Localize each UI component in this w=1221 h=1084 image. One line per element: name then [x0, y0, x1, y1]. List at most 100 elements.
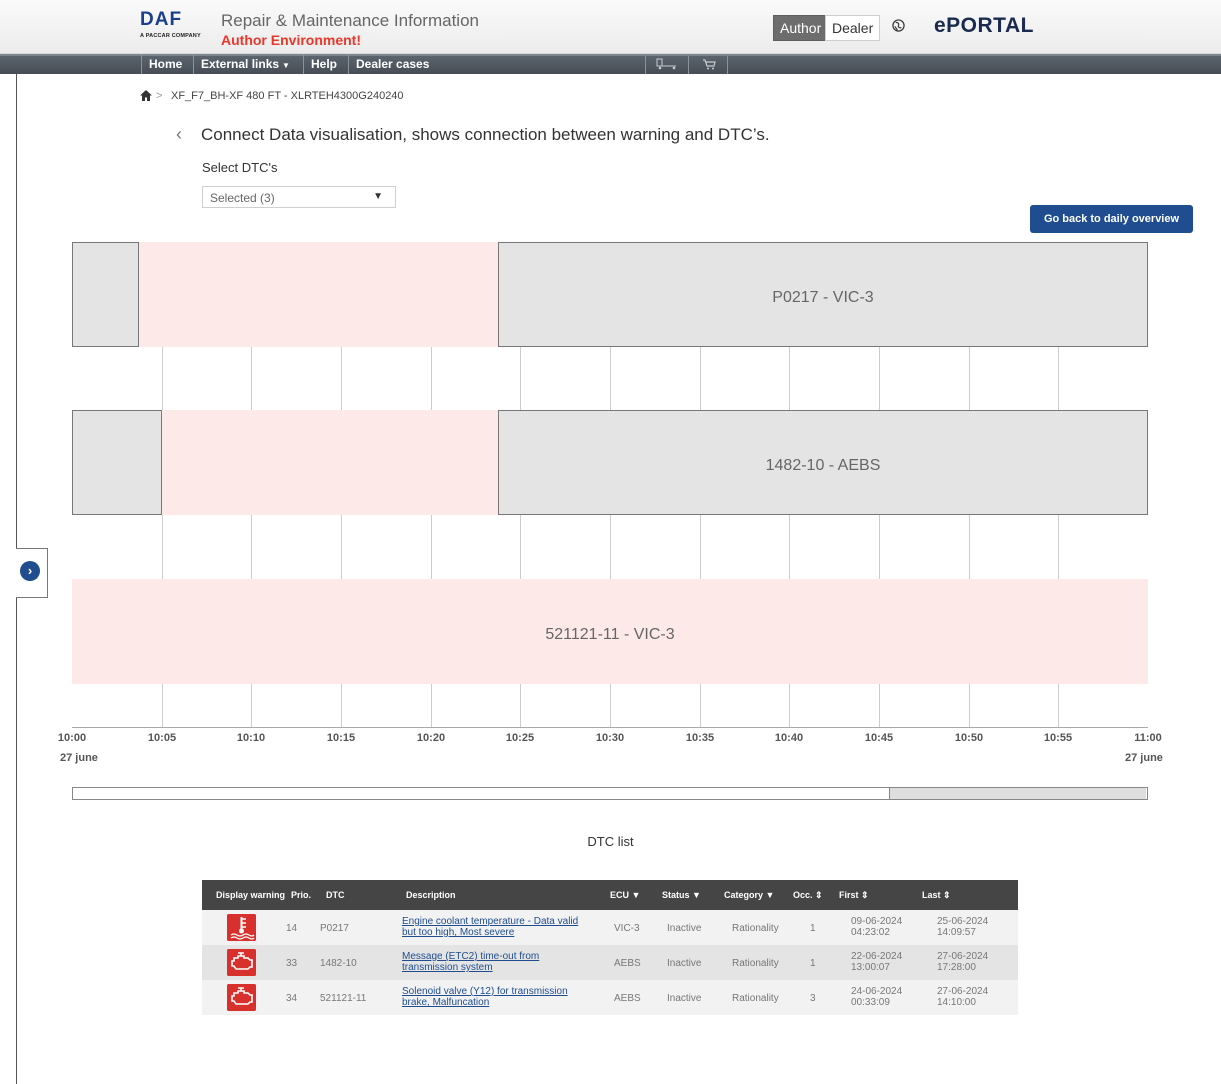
cell-first: 09-06-2024 04:23:02: [851, 916, 902, 938]
cell-dtc: P0217: [320, 923, 349, 934]
sort-down-icon: ▼: [631, 890, 641, 900]
col-status[interactable]: Status ▼: [662, 880, 701, 910]
cell-dtc: 521121-11: [320, 993, 367, 1004]
sort-down-icon: ▼: [692, 890, 701, 900]
nav-divider: [727, 56, 728, 74]
cell-first-date: 24-06-2024: [851, 986, 903, 997]
table-row[interactable]: 14 P0217 Engine coolant temperature - Da…: [202, 910, 1018, 945]
table-header: Display warning Prio. DTC Description EC…: [202, 880, 1018, 910]
select-dtc-label: Select DTC's: [202, 160, 278, 175]
time-tick-label: 10:55: [1043, 732, 1073, 744]
globe-icon[interactable]: [892, 19, 905, 32]
cell-description-link[interactable]: Engine coolant temperature - Data valid …: [402, 916, 579, 938]
truck-icon[interactable]: [656, 58, 678, 70]
nav-help[interactable]: Help: [303, 54, 344, 74]
timeline-scrollbar[interactable]: [72, 787, 1148, 800]
time-tick-label: 11:00: [1134, 732, 1162, 744]
engine-warning-icon: [227, 949, 256, 976]
col-status-label: Status: [662, 890, 690, 900]
time-tick-label: 10:25: [505, 732, 535, 744]
dtc-select[interactable]: Selected (3) ▼: [202, 186, 396, 208]
cell-description-link[interactable]: Message (ETC2) time-out from transmissio…: [402, 951, 540, 973]
col-category-label: Category: [724, 890, 764, 900]
col-last[interactable]: Last ⇕: [922, 880, 951, 910]
warning-active-period[interactable]: [162, 410, 498, 515]
timeline-scrollbar-thumb[interactable]: [889, 788, 1146, 799]
main-nav: [0, 54, 1221, 74]
dtc-active-period[interactable]: [498, 242, 1148, 347]
nav-external-links[interactable]: External links ▼: [193, 54, 297, 74]
back-chevron-icon[interactable]: ‹: [176, 124, 182, 144]
chevron-down-icon: ▼: [373, 191, 383, 202]
cell-status: Inactive: [667, 958, 702, 969]
table-row[interactable]: 33 1482-10 Message (ETC2) time-out from …: [202, 945, 1018, 980]
col-category[interactable]: Category ▼: [724, 880, 774, 910]
home-icon[interactable]: [140, 90, 152, 101]
dtc-active-period[interactable]: [498, 410, 1148, 515]
dtc-select-value: Selected (3): [210, 191, 275, 205]
nav-external-links-label: External links: [201, 57, 280, 71]
coolant-temperature-warning-icon: [227, 914, 256, 941]
breadcrumb-vehicle[interactable]: XF_F7_BH-XF 480 FT - XLRTEH4300G240240: [171, 90, 404, 102]
time-tick-label: 10:40: [774, 732, 804, 744]
cell-occ: 1: [810, 958, 816, 969]
time-tick-label: 10:35: [685, 732, 715, 744]
role-author-button[interactable]: Author: [773, 15, 829, 41]
cell-last: 27-06-2024 14:10:00: [937, 986, 988, 1008]
dtc-list-heading: DTC list: [587, 834, 634, 849]
col-ecu-label: ECU: [610, 890, 630, 900]
sort-down-icon: ▼: [765, 890, 775, 900]
table-row[interactable]: 34 521121-11 Solenoid valve (Y12) for tr…: [202, 980, 1018, 1015]
eportal-logo: ePORTAL: [934, 14, 1034, 37]
cell-first-time: 00:33:09: [851, 997, 890, 1008]
date-start-label: 27 june: [60, 752, 98, 764]
time-tick-label: 10:45: [864, 732, 894, 744]
cell-ecu: VIC-3: [614, 923, 640, 934]
nav-home[interactable]: Home: [141, 54, 189, 74]
col-prio: Prio.: [291, 890, 312, 900]
time-tick-label: 10:30: [595, 732, 625, 744]
col-first[interactable]: First ⇕: [839, 880, 869, 910]
warning-active-period[interactable]: [139, 242, 498, 347]
chevron-right-icon[interactable]: ›: [20, 561, 40, 581]
cell-category: Rationality: [732, 923, 779, 934]
logo-text: DAF: [140, 9, 183, 30]
cell-category: Rationality: [732, 958, 779, 969]
cell-ecu: AEBS: [614, 993, 641, 1004]
timeline-lane-label: 1482-10 - AEBS: [765, 457, 881, 474]
cell-status: Inactive: [667, 993, 702, 1004]
sort-updown-icon: ⇕: [943, 890, 951, 900]
col-description: Description: [406, 890, 456, 900]
app-title: Repair & Maintenance Information: [221, 11, 479, 30]
col-display-warning: Display warning: [216, 890, 286, 900]
nav-dealer-cases[interactable]: Dealer cases: [348, 54, 436, 74]
time-tick-label: 10:10: [236, 732, 266, 744]
cart-icon[interactable]: [702, 59, 716, 70]
dtc-active-period[interactable]: [72, 242, 139, 347]
cell-first-date: 22-06-2024: [851, 951, 903, 962]
time-tick-label: 10:05: [147, 732, 177, 744]
daf-logo[interactable]: DAF A PACCAR COMPANY: [140, 9, 204, 43]
col-first-label: First: [839, 890, 859, 900]
cell-dtc: 1482-10: [320, 958, 357, 969]
cell-description-link[interactable]: Solenoid valve (Y12) for transmission br…: [402, 986, 568, 1008]
dtc-active-period[interactable]: [72, 410, 162, 515]
cell-last-date: 25-06-2024: [937, 916, 989, 927]
role-dealer-button[interactable]: Dealer: [825, 15, 881, 41]
timeline-lane-label: P0217 - VIC-3: [772, 289, 874, 306]
engine-warning-icon: [227, 984, 256, 1011]
cell-first: 24-06-2024 00:33:09: [851, 986, 902, 1008]
col-ecu[interactable]: ECU ▼: [610, 880, 640, 910]
cell-prio: 33: [286, 958, 298, 969]
time-tick-label: 10:00: [57, 732, 87, 744]
cell-last-time: 14:09:57: [937, 927, 976, 938]
warning-active-period[interactable]: [72, 579, 1148, 684]
chevron-down-icon: ▼: [282, 61, 290, 70]
cell-occ: 3: [810, 993, 816, 1004]
time-tick-label: 10:50: [954, 732, 984, 744]
time-axis: [72, 727, 1148, 728]
back-to-daily-overview-button[interactable]: Go back to daily overview: [1030, 205, 1193, 233]
time-tick-label: 10:20: [416, 732, 446, 744]
sort-updown-icon: ⇕: [861, 890, 869, 900]
col-occ[interactable]: Occ. ⇕: [793, 880, 823, 910]
